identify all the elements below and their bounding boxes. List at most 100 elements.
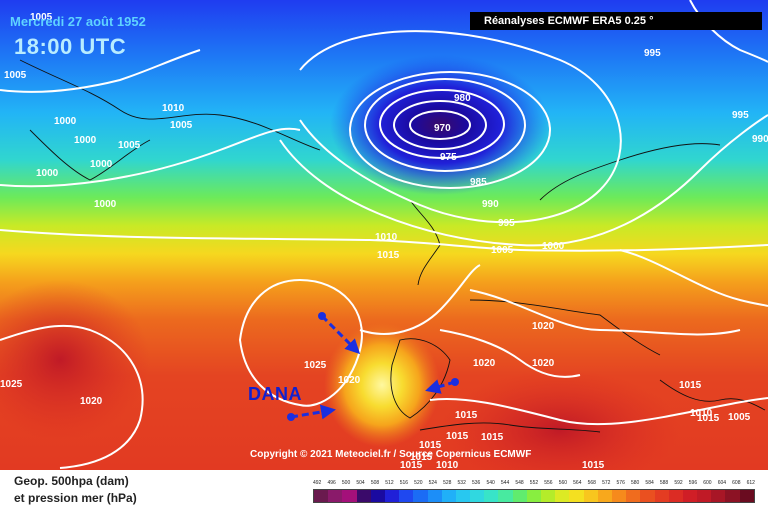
scale-tick-label: 576 xyxy=(616,480,625,486)
isobar-label: 990 xyxy=(482,199,499,210)
scale-tick-label: 552 xyxy=(529,480,539,486)
isobar-label: 1015 xyxy=(679,380,702,391)
scale-tick-label: 568 xyxy=(587,480,596,486)
trajectory-origins xyxy=(287,312,459,421)
scale-tick-label: 612 xyxy=(746,480,755,486)
scale-swatch xyxy=(526,490,541,502)
scale-swatch xyxy=(697,490,712,502)
map-time: 18:00 UTC xyxy=(14,34,127,59)
isobar-label: 1005 xyxy=(30,12,53,23)
isobar-label: 1000 xyxy=(74,135,97,146)
scale-tick-label: 572 xyxy=(602,480,611,486)
isobar-label: 1020 xyxy=(532,358,555,369)
scale-swatch xyxy=(484,490,499,502)
isobar-label: 1015 xyxy=(446,431,469,442)
scale-tick-label: 584 xyxy=(645,480,654,486)
isobar-label: 1025 xyxy=(0,379,23,390)
warm-ridge-west xyxy=(0,280,150,440)
scale-swatch xyxy=(413,490,428,502)
scale-tick-label: 528 xyxy=(443,480,452,486)
scale-tick-label: 592 xyxy=(674,480,683,486)
scale-tick-label: 508 xyxy=(370,480,380,486)
scale-swatch xyxy=(498,490,513,502)
scale-tick-label: 516 xyxy=(399,480,409,486)
scale-swatch xyxy=(725,490,740,502)
isobar-label: 1015 xyxy=(419,440,442,451)
scale-tick-label: 500 xyxy=(341,480,351,486)
isobar-label: 995 xyxy=(644,48,661,59)
scale-tick-label: 524 xyxy=(428,480,437,486)
scale-tick-label: 556 xyxy=(544,480,553,486)
isobar-label: 1015 xyxy=(400,460,423,470)
color-scale-bar xyxy=(313,489,755,503)
scale-swatch xyxy=(399,490,414,502)
scale-tick-label: 520 xyxy=(414,480,423,486)
isobar-label: 995 xyxy=(732,110,749,121)
scale-swatch xyxy=(356,490,371,502)
scale-tick-label: 532 xyxy=(457,480,466,486)
scale-tick-label: 512 xyxy=(385,480,394,486)
scale-swatch xyxy=(342,490,357,502)
isobars xyxy=(0,0,768,468)
isobar-label: 1010 xyxy=(436,460,459,470)
isobar-label: 1015 xyxy=(697,413,720,424)
isobar-label: 1005 xyxy=(118,140,141,151)
isobar-label: 990 xyxy=(752,134,768,145)
scale-swatch xyxy=(668,490,683,502)
dana-label: DANA xyxy=(248,384,302,404)
scale-tick-label: 580 xyxy=(630,480,640,486)
scale-tick-label: 544 xyxy=(500,480,510,486)
isobar-label: 1025 xyxy=(304,360,327,371)
scale-swatch xyxy=(455,490,471,502)
scale-tick-label: 540 xyxy=(486,480,495,486)
arrow-northwest xyxy=(320,314,361,355)
scale-tick-label: 604 xyxy=(717,480,727,486)
scale-swatch xyxy=(654,490,669,502)
scale-tick-label: 564 xyxy=(573,480,582,486)
scale-swatch xyxy=(328,490,343,502)
scale-tick-label: 536 xyxy=(471,480,481,486)
isobar-label: 1015 xyxy=(481,432,504,443)
scale-tick-label: 548 xyxy=(515,480,524,486)
scale-tick-label: 600 xyxy=(703,480,712,486)
isobar-label: 1005 xyxy=(728,412,751,423)
isobar-label: 975 xyxy=(440,152,457,163)
isobar-label: 1020 xyxy=(338,375,361,386)
scale-swatch xyxy=(370,490,385,502)
legend-title-pressure: et pression mer (hPa) xyxy=(14,491,137,505)
color-scale: 492 496 500 504 508 512 516 520 524 528 532 536 540 5… xyxy=(313,480,755,503)
isobar-label: 970 xyxy=(434,123,451,134)
legend-title-geopotential: Geop. 500hpa (dam) xyxy=(14,474,129,488)
isobar-label: 1000 xyxy=(94,199,117,210)
isobar-label: 1005 xyxy=(170,120,193,131)
isobar-label: 995 xyxy=(498,218,515,229)
scale-swatch xyxy=(441,490,456,502)
scale-swatch xyxy=(555,490,570,502)
scale-swatch xyxy=(739,490,754,502)
isobar-label: 1000 xyxy=(542,241,565,252)
scale-tick-label: 588 xyxy=(659,480,669,486)
scale-swatch xyxy=(682,490,698,502)
copyright-notice: Copyright © 2021 Meteociel.fr / Source C… xyxy=(250,449,532,460)
scale-swatch xyxy=(711,490,726,502)
scale-swatch xyxy=(314,490,329,502)
isobar-label: 1010 xyxy=(162,103,185,114)
arrow-southwest xyxy=(290,404,336,420)
isobar-label: 1015 xyxy=(410,452,433,463)
isobar-label: 985 xyxy=(470,177,487,188)
geopotential-map: 1005 1005 1010 1005 1000 1000 1005 1000 1000 1000… xyxy=(0,0,768,470)
isobar-label: 980 xyxy=(454,93,471,104)
isobar-label: 1010 xyxy=(375,232,398,243)
isobar-label: 1015 xyxy=(377,250,400,261)
scale-tick-label: 496 xyxy=(327,480,336,486)
scale-swatch xyxy=(583,490,598,502)
scale-swatch xyxy=(640,490,655,502)
scale-swatch xyxy=(611,490,627,502)
color-scale-ticks: 492 496 500 504 508 512 516 520 524 528 532 536 540 5… xyxy=(313,480,755,488)
isobar-label: 1000 xyxy=(90,159,113,170)
isobar-label: 1020 xyxy=(80,396,103,407)
scale-swatch xyxy=(512,490,527,502)
isobar-label: 1020 xyxy=(473,358,496,369)
scale-tick-label: 492 xyxy=(313,480,322,486)
